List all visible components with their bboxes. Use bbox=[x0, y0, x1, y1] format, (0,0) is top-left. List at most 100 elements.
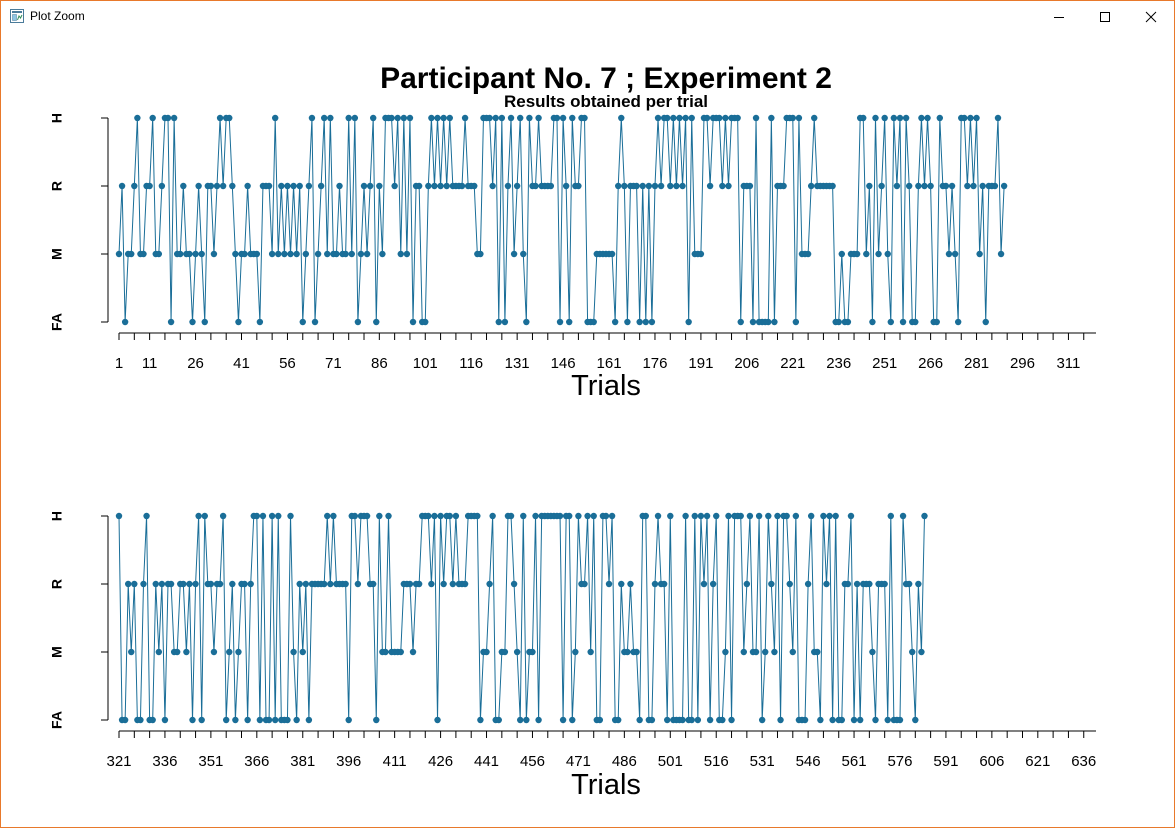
x-tick-label: 236 bbox=[826, 355, 851, 372]
series-line bbox=[115, 512, 928, 724]
data-point bbox=[811, 114, 818, 122]
data-point bbox=[884, 250, 891, 258]
data-point bbox=[627, 580, 634, 588]
data-point bbox=[676, 114, 683, 122]
data-point bbox=[510, 250, 518, 258]
data-point bbox=[740, 648, 747, 656]
data-point bbox=[694, 716, 702, 724]
data-point bbox=[128, 250, 135, 258]
data-point bbox=[688, 716, 695, 724]
data-point bbox=[807, 512, 815, 520]
data-point bbox=[140, 250, 147, 258]
data-point bbox=[376, 512, 383, 520]
x-tick-label: 146 bbox=[551, 355, 576, 372]
data-point bbox=[615, 716, 622, 724]
data-point bbox=[222, 716, 230, 724]
data-point bbox=[397, 648, 404, 656]
y-axis: FA M R H bbox=[49, 511, 109, 729]
data-point bbox=[786, 580, 793, 588]
data-point bbox=[342, 250, 349, 258]
data-point bbox=[477, 716, 484, 724]
data-point bbox=[158, 182, 166, 190]
data-point bbox=[345, 114, 352, 122]
data-point bbox=[872, 716, 879, 724]
data-point bbox=[881, 580, 888, 588]
data-point bbox=[207, 182, 215, 190]
data-point bbox=[709, 580, 717, 588]
data-point bbox=[431, 512, 438, 520]
data-point bbox=[838, 250, 845, 258]
data-point bbox=[333, 250, 340, 258]
data-point bbox=[569, 716, 576, 724]
data-point bbox=[192, 250, 199, 258]
x-tick-label: 321 bbox=[106, 753, 131, 770]
data-point bbox=[973, 114, 980, 122]
data-point bbox=[706, 182, 714, 190]
data-point bbox=[195, 512, 202, 520]
y-tick-label: FA bbox=[49, 711, 65, 729]
data-point bbox=[829, 716, 836, 724]
data-point bbox=[869, 318, 876, 326]
data-point bbox=[912, 318, 919, 326]
data-point bbox=[259, 512, 267, 520]
data-point bbox=[964, 182, 971, 190]
close-button[interactable] bbox=[1128, 1, 1174, 32]
data-point bbox=[345, 716, 352, 724]
data-point bbox=[651, 580, 659, 588]
data-point bbox=[581, 114, 588, 122]
data-point bbox=[581, 580, 588, 588]
data-point bbox=[789, 648, 796, 656]
data-point bbox=[483, 648, 490, 656]
data-point bbox=[838, 716, 845, 724]
data-point bbox=[994, 114, 1002, 122]
data-point bbox=[682, 512, 689, 520]
data-point bbox=[566, 512, 573, 520]
data-point bbox=[725, 512, 732, 520]
data-point bbox=[618, 580, 625, 588]
data-point bbox=[615, 182, 622, 190]
data-point bbox=[275, 512, 282, 520]
data-point bbox=[149, 716, 156, 724]
data-point bbox=[872, 114, 879, 122]
data-point bbox=[899, 512, 907, 520]
data-point bbox=[642, 318, 649, 326]
x-tick-label: 266 bbox=[918, 355, 943, 372]
maximize-button[interactable] bbox=[1082, 1, 1128, 32]
data-point bbox=[272, 716, 279, 724]
data-point bbox=[697, 512, 705, 520]
data-point bbox=[477, 250, 484, 258]
data-point bbox=[415, 580, 423, 588]
data-point bbox=[967, 114, 974, 122]
x-axis-label: Trials bbox=[571, 769, 641, 801]
chart-panel-2: FA M R H 321 336 351 366 381 396 411 426 441 456 471 4… bbox=[49, 511, 1097, 801]
data-point bbox=[235, 318, 242, 326]
data-point bbox=[268, 512, 276, 520]
data-point bbox=[771, 648, 778, 656]
data-point bbox=[869, 648, 876, 656]
data-point bbox=[523, 318, 530, 326]
chart-subtitle: Results obtained per trial bbox=[504, 92, 708, 111]
x-tick-label: 56 bbox=[279, 355, 296, 372]
data-point bbox=[373, 318, 380, 326]
data-point bbox=[556, 512, 564, 520]
data-point bbox=[513, 182, 521, 190]
data-point bbox=[354, 580, 362, 588]
data-point bbox=[232, 250, 239, 258]
data-point bbox=[265, 182, 273, 190]
data-point bbox=[814, 648, 821, 656]
data-point bbox=[128, 648, 135, 656]
y-tick-label: R bbox=[49, 181, 65, 191]
plot-area: Participant No. 7 ; Experiment 2 Results… bbox=[49, 62, 1097, 801]
window-title: Plot Zoom bbox=[30, 9, 85, 23]
data-point bbox=[376, 182, 383, 190]
title-bar[interactable]: Plot Zoom bbox=[1, 1, 1174, 32]
data-point bbox=[305, 716, 313, 724]
data-point bbox=[1000, 182, 1008, 190]
y-tick-label: H bbox=[49, 113, 65, 123]
minimize-button[interactable] bbox=[1036, 1, 1082, 32]
data-point bbox=[936, 114, 943, 122]
x-tick-label: 606 bbox=[979, 753, 1004, 770]
data-point bbox=[758, 716, 766, 724]
data-point bbox=[896, 114, 904, 122]
data-point bbox=[783, 512, 790, 520]
